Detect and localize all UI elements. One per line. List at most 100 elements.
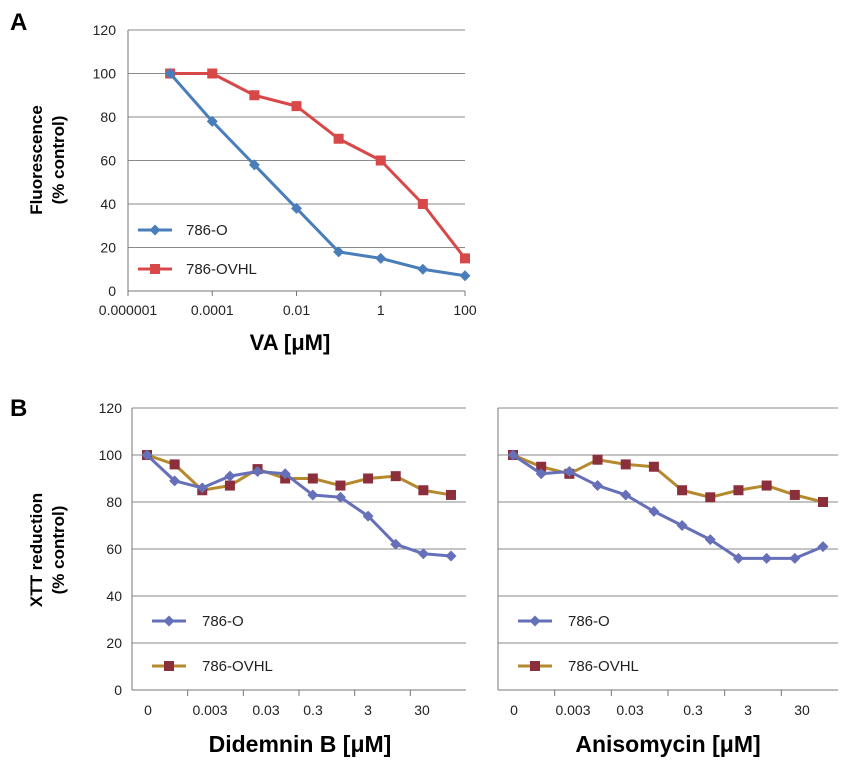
anisomycin-x-axis-label: Anisomycin [μM] [575,731,760,757]
data-point [417,548,429,560]
data-point [307,473,318,484]
panel-a: A 0 20 40 60 80 100 120 0.000001 0.0001 0.01 1 100… [10,9,477,355]
anisomycin-chart-x-ticks: 0 0.003 0.03 0.3 3 30 [510,690,810,718]
y-tick-label: 80 [100,109,116,125]
x-tick-label: 100 [453,302,477,318]
y-tick-label: 40 [100,196,116,212]
panel-b-y-axis-label-line2: (% control) [49,506,68,595]
data-point [676,520,688,531]
data-point [224,480,235,491]
series-line-786-OVHL [170,72,467,260]
series-line-786-O [168,72,466,278]
data-point [249,90,260,101]
panel-a-label: A [10,9,27,36]
x-tick-label: 0 [510,702,518,718]
legend-marker [164,661,174,671]
legend-label: 786-OVHL [568,658,639,675]
y-tick-label: 80 [106,494,122,510]
didemnin-chart-grid [131,407,466,691]
legend-label: 786-O [568,613,610,630]
x-tick-label: 0.01 [283,302,310,318]
data-point [535,468,547,480]
data-point [446,489,456,500]
anisomycin-chart-grid [497,407,838,691]
panel-a-series [164,68,471,282]
panel-a-y-ticks: 0 20 40 60 80 100 120 [93,22,117,299]
data-point [291,202,302,214]
didemnin-chart-y-ticks: 0 20 40 60 80 100 120 [99,400,123,698]
y-tick-label: 120 [99,400,123,416]
data-point [390,538,402,550]
legend-marker [163,615,175,627]
data-point [248,159,260,171]
data-point [648,461,659,472]
legend-marker [150,264,160,274]
data-point [207,68,218,79]
data-point [307,489,319,501]
x-tick-label: 0.003 [555,702,590,718]
x-tick-label: 0.000001 [99,302,158,318]
y-tick-label: 100 [93,66,117,82]
data-point [460,253,470,264]
x-tick-label: 0.0001 [191,302,234,318]
panel-a-y-axis-label-line2: (% control) [49,116,68,205]
data-point [334,491,346,503]
x-tick-label: 3 [364,702,372,718]
x-tick-label: 0.003 [192,702,227,718]
series-line-786-OVHL [512,453,824,504]
data-point [363,473,374,484]
legend-marker [529,615,541,627]
y-tick-label: 40 [106,588,122,604]
data-point [224,470,236,482]
panel-a-x-axis-label: VA [μM] [250,330,331,355]
data-point [375,155,386,166]
data-point [169,475,181,487]
x-tick-label: 30 [794,702,810,718]
legend-marker [530,661,540,671]
data-point [417,199,428,209]
x-tick-label: 30 [414,702,430,718]
data-point [563,465,575,477]
data-point [141,449,153,461]
panel-a-legend: 786-O 786-OVHL [138,222,257,278]
panel-a-x-ticks: 0.000001 0.0001 0.01 1 100 [99,291,477,318]
panel-b-y-axis-label-line1: XTT reduction [27,493,46,607]
y-tick-label: 20 [100,240,116,256]
legend-label: 786-O [186,222,228,239]
x-tick-label: 0.03 [616,702,643,718]
y-tick-label: 0 [114,682,122,698]
data-point [291,101,302,112]
data-point [620,459,631,470]
data-point [196,482,208,494]
data-point [164,68,176,79]
legend-label: 786-O [202,613,244,630]
panel-b: B XTT reduction (% control) 0 20 40 60 80 100… [10,395,838,757]
legend-label: 786-OVHL [186,261,257,278]
data-point [733,485,744,496]
anisomycin-chart-series [507,449,829,564]
data-point [335,480,346,491]
didemnin-chart-x-ticks: 0 0.003 0.03 0.3 3 30 [144,690,430,718]
data-point [390,471,401,482]
data-point [704,534,716,546]
data-point [417,263,429,275]
data-point [817,541,829,553]
y-tick-label: 120 [93,22,117,38]
data-point [592,454,603,465]
series-line-786-OVHL [146,453,452,497]
data-point [445,550,457,562]
data-point [362,510,374,522]
data-point [206,115,218,127]
data-point [789,489,800,500]
panel-a-y-axis-label-line1: Fluorescence [27,105,46,215]
data-point [818,497,828,507]
legend-marker [149,224,161,236]
data-point [620,489,632,501]
y-tick-label: 60 [106,541,122,557]
didemnin-chart-legend: 786-O 786-OVHL [152,613,273,675]
x-tick-label: 0.3 [303,702,323,718]
didemnin-x-axis-label: Didemnin B [μM] [209,731,392,757]
x-tick-label: 0.03 [252,702,279,718]
x-tick-label: 0 [144,702,152,718]
